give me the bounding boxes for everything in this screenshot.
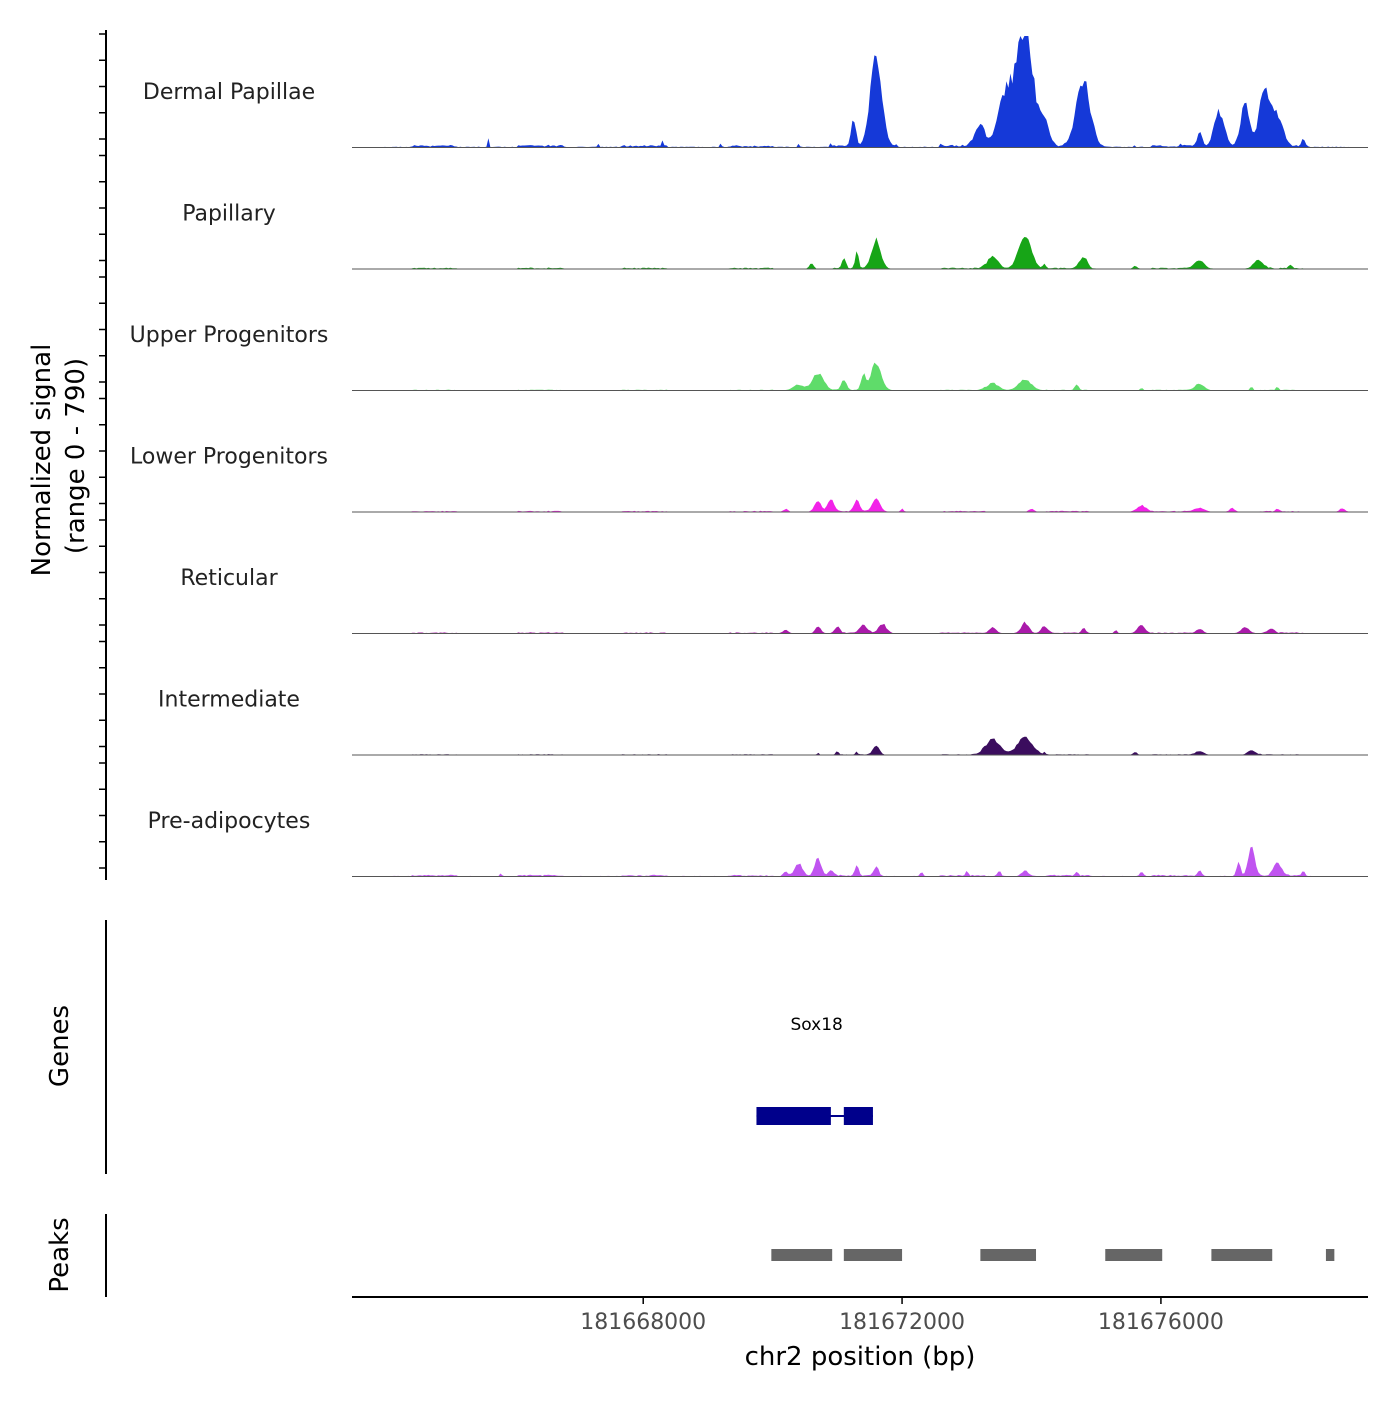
peak-region xyxy=(771,1249,833,1261)
coverage-area xyxy=(384,237,1349,269)
x-tick-label: 181668000 xyxy=(580,1310,706,1335)
track-label: Pre-adipocytes xyxy=(148,809,311,834)
track-label: Reticular xyxy=(180,566,278,591)
track-dermal-papillae: Dermal Papillae xyxy=(143,36,1368,148)
signal-tracks: Dermal Papillae Papillary Upper Progenitor… xyxy=(130,36,1368,877)
track-label: Lower Progenitors xyxy=(130,445,328,470)
track-label: Intermediate xyxy=(158,688,300,713)
x-tick-label: 181676000 xyxy=(1098,1310,1224,1335)
gene-track: Sox18 xyxy=(105,920,873,1174)
peaks-track xyxy=(105,1214,1335,1297)
peak-region xyxy=(1105,1249,1163,1261)
peaks-track-label: Peaks xyxy=(45,1217,75,1292)
peak-region xyxy=(1325,1249,1335,1261)
coverage-area xyxy=(384,36,1349,148)
track-intermediate: Intermediate xyxy=(158,688,1368,756)
gene-exon xyxy=(843,1107,873,1125)
coverage-area xyxy=(384,621,1349,634)
track-pre-adipocytes: Pre-adipocytes xyxy=(148,809,1368,877)
coverage-area xyxy=(384,736,1349,755)
coverage-area xyxy=(384,498,1349,512)
track-label: Upper Progenitors xyxy=(130,323,329,348)
coverage-area xyxy=(384,846,1349,877)
peak-region xyxy=(843,1249,903,1261)
gene-exon xyxy=(756,1107,831,1125)
y-axis-label: Normalized signal xyxy=(27,344,57,577)
x-axis-label: chr2 position (bp) xyxy=(745,1342,976,1372)
genes-track-label: Genes xyxy=(45,1005,75,1087)
x-tick-label: 181672000 xyxy=(839,1310,965,1335)
track-lower-progenitors: Lower Progenitors xyxy=(130,445,1368,513)
track-label: Papillary xyxy=(182,202,276,227)
track-reticular: Reticular xyxy=(180,566,1368,634)
peak-region xyxy=(1211,1249,1273,1261)
coverage-area xyxy=(384,362,1349,391)
y-axis-range-label: (range 0 - 790) xyxy=(61,358,91,554)
x-axis: 181668000 181672000 181676000 xyxy=(352,1296,1368,1335)
gene-model: Sox18 xyxy=(756,1015,873,1125)
track-label: Dermal Papillae xyxy=(143,80,315,105)
signal-y-axis xyxy=(99,30,107,880)
gene-name-label: Sox18 xyxy=(791,1015,843,1035)
track-papillary: Papillary xyxy=(182,202,1368,270)
peak-region xyxy=(980,1249,1037,1261)
track-upper-progenitors: Upper Progenitors xyxy=(130,323,1368,391)
